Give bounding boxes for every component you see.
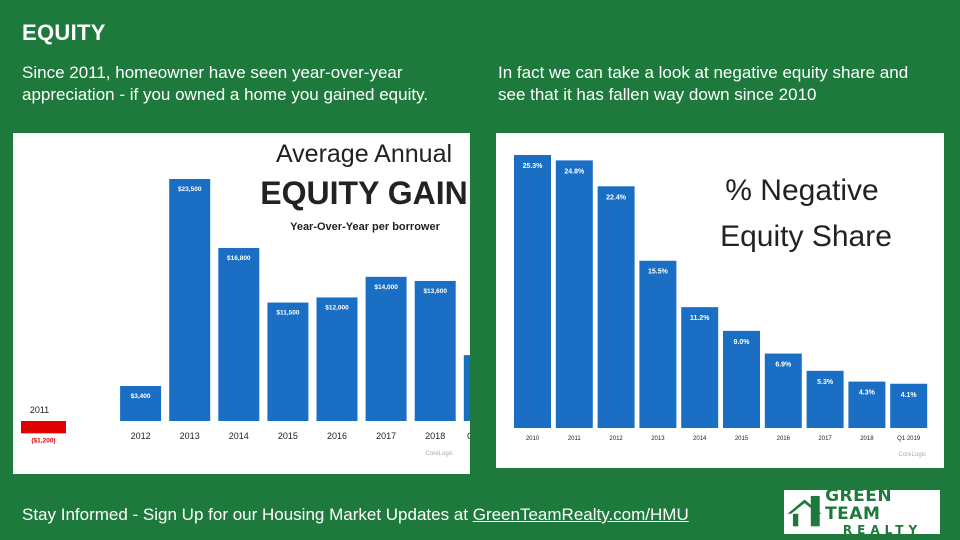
x-tick-label: 2016 (777, 436, 791, 442)
x-tick-label: 2017 (818, 436, 832, 442)
house-icon (787, 495, 822, 527)
x-tick-label: Q1 2019 (467, 431, 470, 441)
chart-bar-2016 (316, 297, 358, 421)
x-tick-label: 2017 (376, 431, 396, 441)
x-tick-label: 2012 (131, 431, 151, 441)
chart-title-line2: Equity Share (720, 220, 892, 253)
x-tick-label: 2014 (693, 436, 707, 442)
x-tick-label: 2011 (568, 436, 582, 442)
page-title: EQUITY (22, 20, 106, 45)
chart-bar-2010 (514, 155, 551, 428)
chart-bar-2015 (267, 302, 309, 421)
data-label: $13,600 (423, 288, 447, 295)
data-label: $16,800 (227, 255, 251, 262)
chart-title-line1: Average Annual (276, 140, 452, 168)
chart-source: CoreLogic (426, 451, 453, 457)
x-tick-label: 2013 (180, 431, 200, 441)
data-label: 4.3% (859, 390, 876, 397)
data-label: $23,500 (178, 186, 202, 193)
chart-title-line2: EQUITY GAIN (260, 175, 467, 211)
chart-bar-2018 (414, 280, 456, 421)
negative-equity-chart: % Negative Equity Share CoreLogic 25.3% 2… (514, 155, 928, 458)
footer: Stay Informed - Sign Up for our Housing … (22, 505, 689, 525)
x-tick-label: 2012 (609, 436, 623, 442)
chart-bar-2018 (848, 381, 886, 428)
data-label: 24.8% (564, 168, 585, 175)
chart-title-line1: % Negative (725, 174, 878, 207)
data-label: 25.3% (523, 163, 544, 170)
green-team-logo[interactable]: GREEN TEAM REALTY (784, 486, 940, 537)
x-tick-label: 2011 (30, 405, 49, 415)
chart-bar-2011 (21, 421, 66, 434)
logo-line1: GREEN TEAM (825, 486, 893, 524)
x-tick-label: 2015 (278, 431, 298, 441)
data-label: $3,400 (131, 393, 151, 400)
chart-bar-2016 (764, 353, 802, 428)
x-tick-label: 2014 (229, 431, 249, 441)
negative-equity-chart-panel: % Negative Equity Share CoreLogic 25.3% 2… (496, 133, 944, 468)
x-tick-label: 2015 (735, 436, 749, 442)
x-tick-label: 2016 (327, 431, 347, 441)
data-label: ($1,200) (31, 437, 55, 444)
chart-bar-2015 (723, 330, 760, 428)
data-label: 11.2% (690, 315, 710, 322)
x-tick-label: Q1 2019 (897, 436, 921, 442)
chart-bar-q1-2019 (890, 383, 928, 428)
chart-bar-2017 (806, 370, 844, 428)
chart-bar-2014 (681, 307, 719, 428)
data-label: $11,500 (276, 310, 300, 317)
equity-gain-chart-panel: Average Annual EQUITY GAIN Year-Over-Yea… (13, 133, 470, 474)
chart-bar-q1-2019 (463, 355, 470, 421)
x-tick-label: 2010 (526, 436, 540, 442)
hmu-link[interactable]: GreenTeamRealty.com/HMU (472, 505, 689, 524)
chart-bar-2011 (555, 160, 593, 428)
data-label: $12,000 (325, 304, 349, 311)
intro-text-left: Since 2011, homeowner have seen year-ove… (22, 63, 429, 104)
x-tick-label: 2018 (425, 431, 445, 441)
data-label: 5.3% (817, 379, 834, 386)
chart-bar-2017 (365, 276, 407, 421)
data-label: $14,000 (374, 284, 398, 291)
chart-bar-2012 (597, 186, 635, 428)
equity-gain-chart: Average Annual EQUITY GAIN Year-Over-Yea… (21, 140, 470, 457)
data-label: 9.0% (734, 339, 751, 346)
x-tick-label: 2018 (860, 436, 874, 442)
data-label: 4.1% (901, 392, 918, 399)
x-tick-label: 2013 (651, 436, 665, 442)
chart-source: CoreLogic (899, 452, 926, 458)
chart-bar-2014 (218, 247, 260, 421)
chart-bar-2013 (169, 179, 211, 421)
data-label: 15.5% (648, 269, 669, 276)
chart-bar-2013 (639, 260, 677, 428)
data-label: 22.4% (606, 194, 627, 201)
chart-bar-2012 (120, 385, 162, 421)
footer-text: Stay Informed - Sign Up for our Housing … (22, 505, 473, 524)
logo-line2: REALTY (842, 523, 923, 537)
chart-subtitle: Year-Over-Year per borrower (290, 221, 441, 233)
intro-text-right: In fact we can take a look at negative e… (498, 63, 909, 104)
data-label: 6.9% (775, 362, 792, 369)
